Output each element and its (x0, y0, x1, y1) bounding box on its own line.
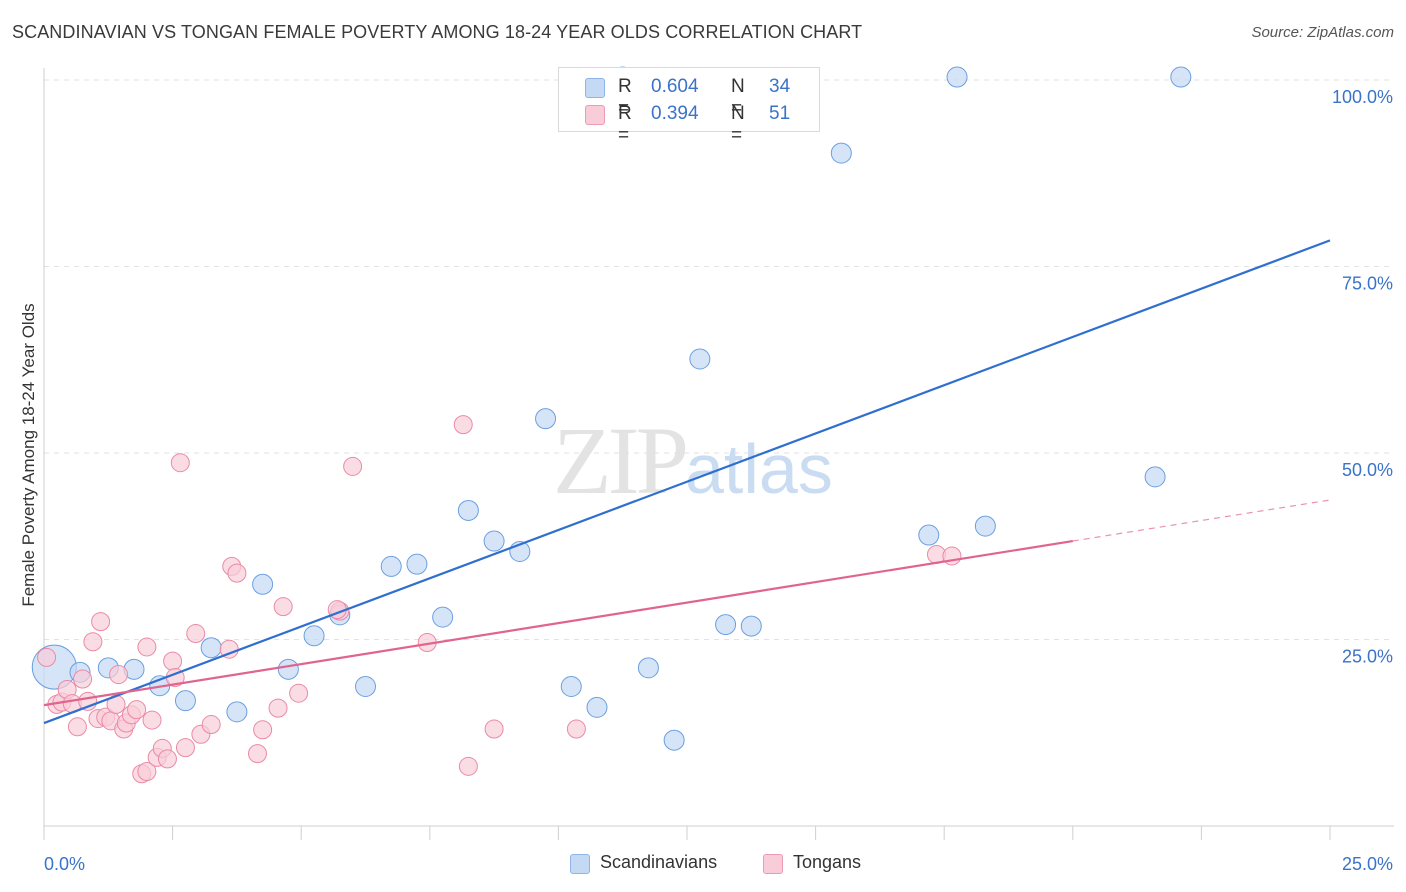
tongan-point (484, 719, 504, 739)
tongan-point (109, 665, 129, 685)
tongan-point (289, 683, 309, 703)
legend-r-value: 0.394 (651, 103, 699, 124)
tongan-point (268, 698, 288, 718)
tongan-point (175, 738, 195, 758)
legend-r-label: R = (618, 103, 632, 146)
legend-r-label: R = (618, 76, 632, 119)
tongan-point (273, 597, 293, 617)
y-axis-label: Female Poverty Among 18-24 Year Olds (19, 303, 38, 607)
tongan-point (227, 563, 247, 583)
tongan-point (458, 756, 478, 776)
scandinavian-point (715, 614, 737, 636)
y-tick-label: 25.0% (1342, 647, 1393, 667)
scandinavian-point (830, 142, 852, 164)
scandinavian-point (1170, 66, 1192, 88)
legend-label-tongans: Tongans (793, 852, 862, 872)
tongan-point (73, 669, 93, 689)
legend-swatch-tongans (763, 854, 783, 874)
scandinavian-point (457, 499, 479, 521)
tongan-point (170, 453, 190, 473)
legend-n-label: N = (731, 76, 745, 119)
scandinavian-point (740, 615, 762, 637)
tongan-point (127, 700, 147, 720)
tongan-point (566, 719, 586, 739)
scandinavian-point (303, 625, 325, 647)
watermark-zip: ZIP (553, 407, 689, 514)
scandinavian-point (918, 524, 940, 546)
tongan-point (137, 762, 157, 782)
tongan-point (201, 715, 221, 735)
scandinavian-point (174, 690, 196, 712)
tongan-point (453, 415, 473, 435)
scandinavian-point (200, 637, 222, 659)
scandinavian-point (535, 408, 557, 430)
tongan-point (67, 717, 87, 737)
legend-swatch-scandinavians (570, 854, 590, 874)
legend-label-scandinavians: Scandinavians (600, 852, 718, 872)
scandinavian-point (586, 696, 608, 718)
tongan-point (253, 720, 273, 740)
chart-title: SCANDINAVIAN VS TONGAN FEMALE POVERTY AM… (12, 22, 863, 42)
legend-r-value: 0.604 (651, 76, 699, 97)
scandinavian-point (560, 675, 582, 697)
scandinavian-point (277, 658, 299, 680)
tongan-trend-line (43, 539, 1073, 707)
tongan-point (142, 710, 162, 730)
watermark-atlas: atlas (685, 430, 833, 508)
scandinavian-point (226, 701, 248, 723)
tongan-point (37, 647, 57, 667)
scandinavian-point (406, 553, 428, 575)
tongan-point (343, 456, 363, 476)
scandinavian-point (663, 729, 685, 751)
tongan-point (186, 624, 206, 644)
scandinavian-point (355, 675, 376, 697)
source-label: Source: ZipAtlas.com (1251, 24, 1394, 41)
scandinavian-point (1144, 466, 1166, 488)
scandinavian-trend-line (43, 239, 1331, 725)
tongan-point (83, 632, 103, 652)
scandinavian-point (252, 573, 274, 595)
scandinavian-point (974, 515, 996, 537)
scandinavian-point (380, 555, 402, 577)
tongan-point (247, 744, 267, 764)
legend-swatch-tongans (585, 105, 605, 125)
zipatlas-watermark: ZIPatlas (553, 405, 833, 516)
scandinavian-point (946, 66, 968, 88)
scandinavian-point (689, 348, 711, 370)
scandinavian-point (483, 530, 505, 552)
tongan-point (137, 637, 157, 657)
y-tick-label: 75.0% (1342, 274, 1393, 294)
x-tick-label: 25.0% (1342, 854, 1393, 874)
tongan-point (163, 651, 183, 671)
legend-n-value: 34 (769, 76, 791, 97)
x-tick-label: 0.0% (44, 854, 85, 874)
tongan-point (157, 749, 177, 769)
stats-legend: R = 0.604 N = 34 R = 0.394 N = 51 (558, 67, 820, 146)
legend-n-label: N = (731, 103, 745, 146)
tongan-trend-extension (1072, 499, 1331, 542)
tongan-point (91, 612, 111, 632)
y-tick-label: 50.0% (1342, 460, 1393, 480)
legend-swatch-scandinavians (585, 78, 605, 98)
scandinavian-point (432, 606, 454, 628)
scandinavian-point (637, 657, 659, 679)
legend-n-value: 51 (769, 103, 791, 124)
y-tick-label: 100.0% (1332, 87, 1393, 107)
